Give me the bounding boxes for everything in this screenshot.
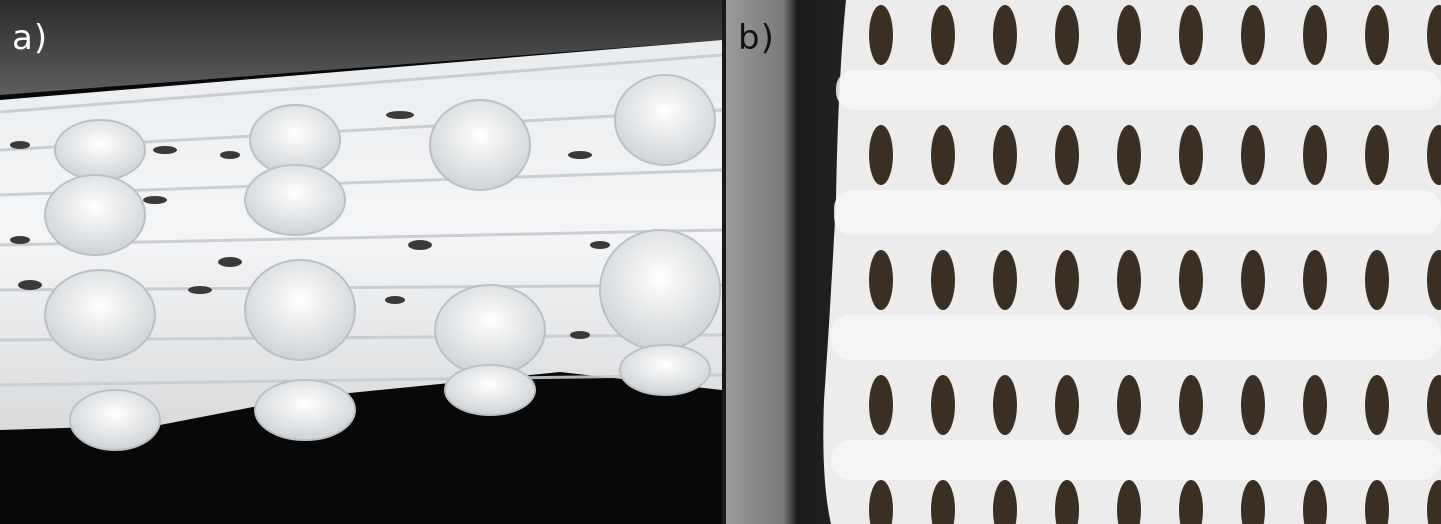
pore	[1117, 250, 1141, 310]
panel-a-label: a)	[12, 18, 49, 58]
pore	[931, 125, 955, 185]
pore	[931, 5, 955, 65]
pore	[1427, 375, 1441, 435]
pore	[993, 375, 1017, 435]
pore	[993, 125, 1017, 185]
pore	[1179, 480, 1203, 524]
pore	[1427, 125, 1441, 185]
pore	[1117, 5, 1141, 65]
pore	[1303, 5, 1327, 65]
pore	[1055, 250, 1079, 310]
pore	[1117, 125, 1141, 185]
pore	[869, 125, 893, 185]
pore	[1117, 375, 1141, 435]
panel-divider	[722, 0, 726, 524]
pore	[993, 250, 1017, 310]
pore	[1365, 125, 1389, 185]
pore	[1241, 250, 1265, 310]
pore	[869, 480, 893, 524]
pore	[931, 480, 955, 524]
pore	[1303, 125, 1327, 185]
pore	[931, 250, 955, 310]
pore	[1365, 375, 1389, 435]
pore	[1365, 480, 1389, 524]
pore	[1179, 125, 1203, 185]
panel-a: a)	[0, 0, 722, 524]
pore	[1241, 480, 1265, 524]
pore	[1365, 5, 1389, 65]
pore	[993, 480, 1017, 524]
scaffold-side-photo	[0, 0, 722, 451]
pore	[1179, 5, 1203, 65]
panel-b: b)	[726, 0, 1441, 524]
pore	[1055, 125, 1079, 185]
pore	[1055, 480, 1079, 524]
pore	[1055, 375, 1079, 435]
pore	[1427, 480, 1441, 524]
pore	[1117, 480, 1141, 524]
pore	[1241, 125, 1265, 185]
pore	[869, 250, 893, 310]
pore	[869, 375, 893, 435]
pore	[1241, 375, 1265, 435]
pore	[1365, 250, 1389, 310]
pore	[869, 5, 893, 65]
pore	[1427, 5, 1441, 65]
pore	[1055, 5, 1079, 65]
pore	[931, 375, 955, 435]
pore	[1241, 5, 1265, 65]
pore	[993, 5, 1017, 65]
pore	[1303, 375, 1327, 435]
pore	[1427, 250, 1441, 310]
pore	[1179, 250, 1203, 310]
pore	[1303, 480, 1327, 524]
scaffold-front-photo	[726, 0, 1441, 524]
pore	[1179, 375, 1203, 435]
panel-b-label: b)	[738, 18, 775, 58]
pore	[1303, 250, 1327, 310]
